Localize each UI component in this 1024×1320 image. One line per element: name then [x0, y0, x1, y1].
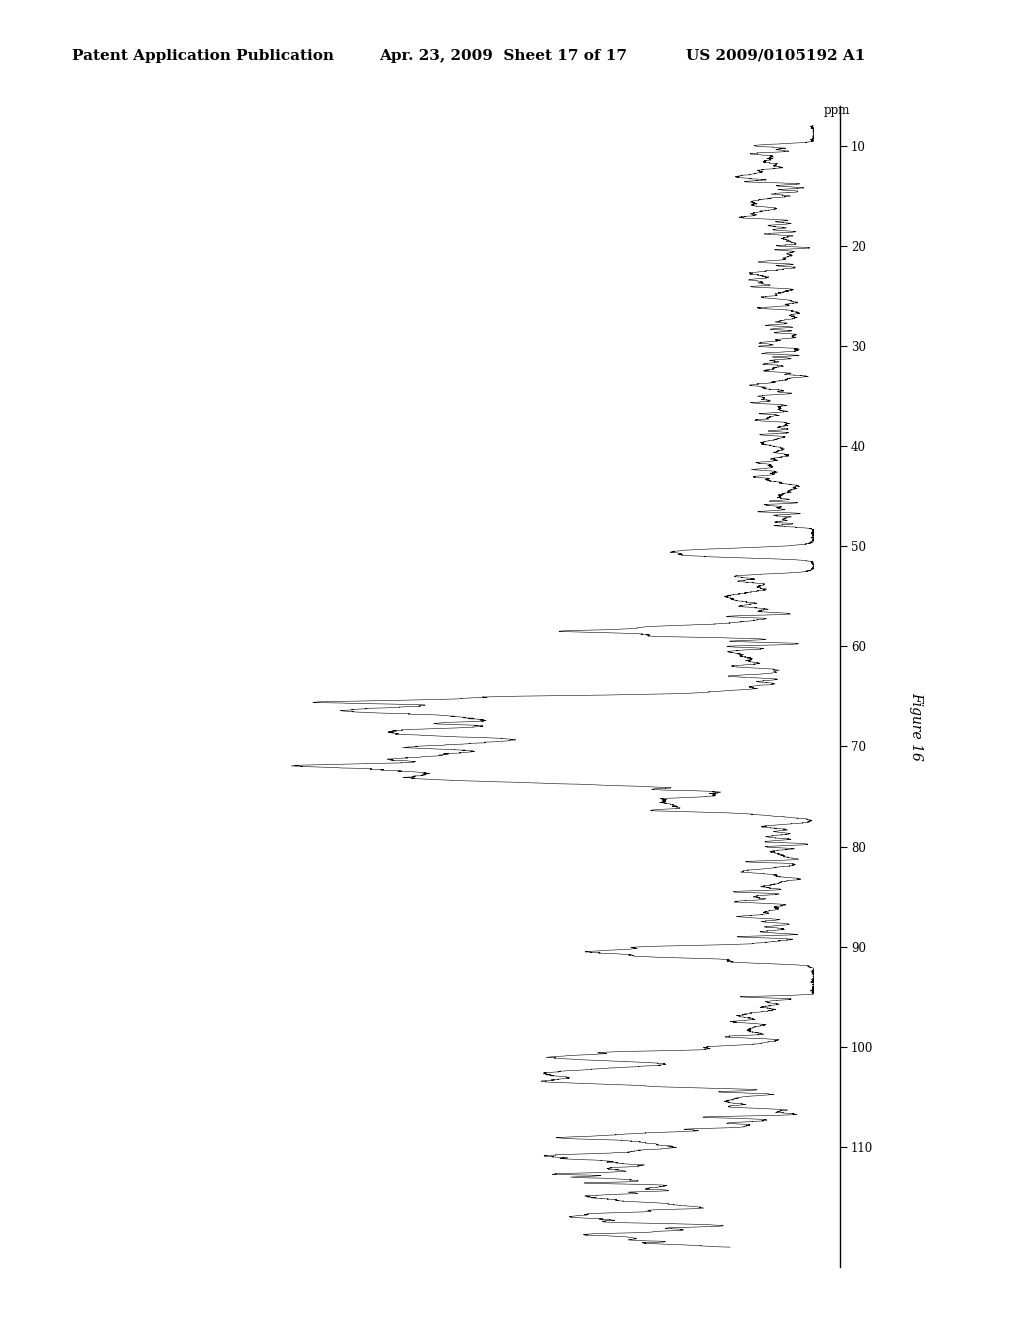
Text: ppm: ppm: [824, 104, 850, 117]
Text: Patent Application Publication: Patent Application Publication: [72, 49, 334, 63]
Text: US 2009/0105192 A1: US 2009/0105192 A1: [686, 49, 865, 63]
Text: Apr. 23, 2009  Sheet 17 of 17: Apr. 23, 2009 Sheet 17 of 17: [379, 49, 627, 63]
Text: Figure 16: Figure 16: [909, 692, 924, 760]
